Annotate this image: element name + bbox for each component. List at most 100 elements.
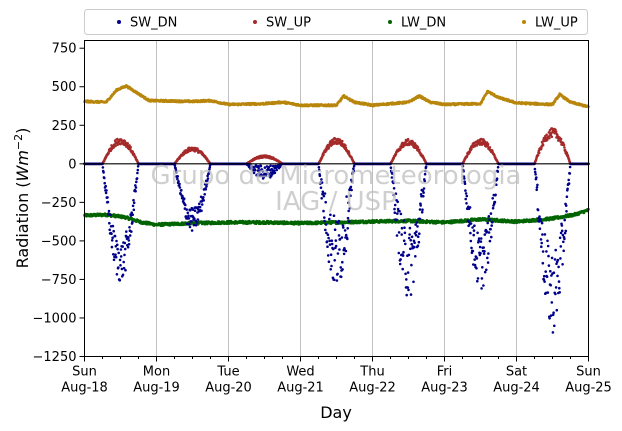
sw-dn-point (121, 273, 125, 277)
sw-dn-point (324, 223, 328, 226)
sw-dn-point (119, 248, 123, 251)
sw-dn-point (333, 259, 337, 262)
sw-dn-point (336, 272, 339, 276)
sw-dn-point (341, 268, 344, 271)
sw-dn-point (325, 240, 329, 243)
sw-dn-point (108, 228, 111, 232)
sw-up-point (394, 153, 398, 156)
sw-dn-point (337, 222, 340, 225)
sw-dn-point (344, 233, 348, 237)
sw-dn-point (112, 253, 115, 256)
sw-up-point (418, 148, 421, 152)
sw-dn-point (112, 258, 116, 262)
sw-up-point (344, 144, 347, 147)
sw-up-point (554, 130, 558, 133)
sw-up-point (410, 143, 414, 146)
sw-dn-point (105, 189, 108, 192)
sw-dn-point (335, 279, 339, 282)
sw-up-point (406, 137, 410, 141)
sw-up-point (398, 148, 402, 152)
sw-dn-point (119, 264, 122, 267)
sw-up-point (416, 145, 420, 149)
sw-dn-point (112, 229, 115, 233)
sw-dn-point (328, 243, 332, 246)
sw-up-point (341, 139, 344, 143)
sw-dn-point (190, 229, 194, 232)
sw-up-point (563, 146, 566, 149)
sw-dn-point (329, 268, 333, 271)
sw-dn-point (195, 221, 199, 224)
sw-dn-point (341, 260, 344, 264)
sw-dn-point (330, 264, 333, 268)
sw-dn-point (187, 217, 191, 220)
sw-dn-point (132, 198, 135, 202)
sw-dn-point (200, 209, 203, 213)
sw-dn-point (198, 205, 202, 209)
sw-dn-point (110, 245, 114, 249)
sw-dn-point (339, 266, 343, 269)
sw-dn-point (118, 279, 122, 282)
sw-dn-point (184, 203, 187, 207)
sw-dn-point (326, 245, 329, 248)
sw-dn-point (120, 267, 124, 271)
sw-dn-point (128, 234, 132, 237)
sw-dn-point (123, 253, 126, 257)
sw-dn-point (339, 275, 343, 279)
sw-up-point (541, 143, 545, 147)
sw-dn-point (202, 199, 205, 202)
sw-up-point (327, 146, 331, 149)
sw-up-point (322, 153, 325, 157)
sw-dn-point (185, 208, 188, 211)
sw-dn-point (330, 242, 334, 246)
sw-dn-point (329, 253, 333, 256)
sw-dn-point (338, 248, 341, 251)
sw-up-point (392, 157, 396, 160)
sw-dn-point (340, 236, 344, 239)
sw-dn-point (328, 217, 331, 221)
sw-dn-point (188, 222, 191, 226)
sw-up-point (537, 151, 541, 155)
sw-up-point (488, 146, 492, 149)
sw-up-point (562, 143, 566, 147)
sw-dn-point (107, 209, 111, 213)
sw-dn-point (104, 184, 107, 188)
sw-dn-point (342, 226, 345, 229)
sw-dn-point (347, 220, 351, 223)
sw-dn-point (336, 252, 340, 255)
sw-dn-point (344, 249, 348, 253)
sw-dn-point (182, 197, 186, 200)
sw-dn-point (116, 243, 119, 247)
sw-dn-point (113, 234, 117, 238)
sw-dn-point (334, 239, 338, 242)
sw-dn-point (111, 236, 114, 240)
sw-dn-point (109, 213, 112, 217)
sw-dn-point (106, 200, 110, 204)
sw-dn-point (323, 219, 326, 223)
sw-up-point (129, 145, 132, 149)
sw-up-point (548, 136, 551, 140)
sw-dn-point (111, 224, 115, 228)
sw-dn-point (104, 191, 108, 195)
sw-dn-point (203, 193, 206, 196)
sw-dn-point (127, 236, 130, 240)
sw-up-point (486, 142, 490, 146)
sw-dn-point (193, 217, 196, 220)
sw-dn-point (326, 233, 330, 236)
lw-up-point (482, 97, 486, 101)
sw-dn-point (327, 260, 331, 264)
sw-dn-point (106, 196, 109, 199)
sw-dn-point (131, 213, 134, 216)
sw-up-point (483, 140, 487, 144)
sw-dn-point (330, 239, 334, 242)
sw-dn-point (116, 247, 119, 251)
sw-dn-point (194, 223, 198, 227)
sw-dn-point (131, 221, 134, 224)
sw-dn-point (123, 241, 127, 245)
sw-dn-point (190, 220, 193, 223)
sw-dn-point (117, 251, 120, 255)
sw-up-point (344, 146, 348, 150)
sw-dn-point (200, 203, 204, 206)
sw-dn-point (132, 201, 136, 205)
sw-dn-point (115, 273, 119, 276)
sw-dn-point (188, 225, 192, 229)
